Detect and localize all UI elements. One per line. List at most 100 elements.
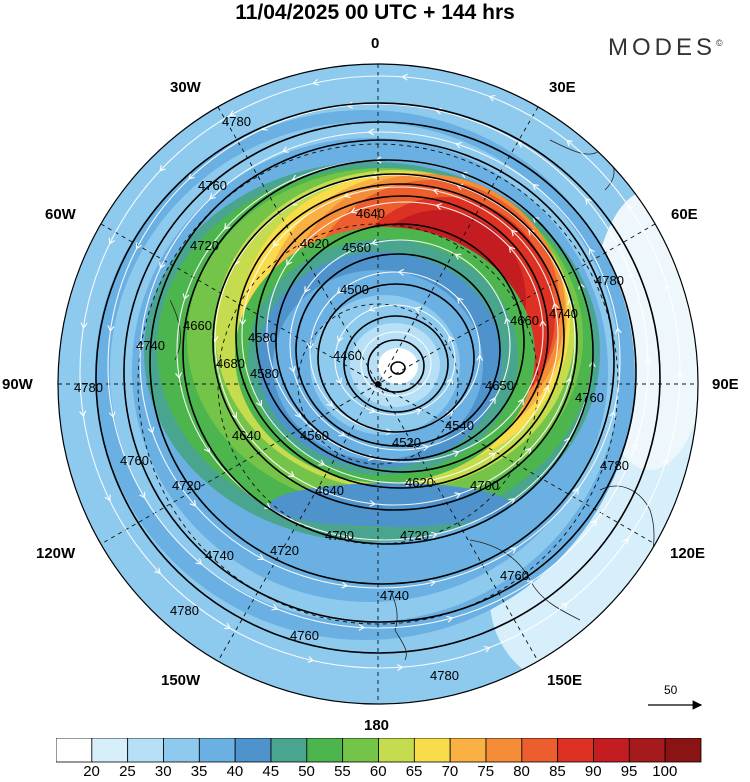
- streamline-arrowhead: [371, 238, 378, 246]
- colorbar-tick-label: 95: [620, 763, 638, 780]
- streamline-arrowhead: [526, 580, 534, 587]
- streamline-arrowhead: [108, 237, 115, 245]
- streamline-arrowhead: [135, 242, 142, 250]
- lon-label-60w: 60W: [45, 206, 76, 223]
- lon-label-90w: 90W: [2, 376, 33, 393]
- colorbar-swatch: [198, 738, 236, 763]
- colorbar-swatch: [593, 738, 630, 763]
- lon-label-150e: 150E: [547, 672, 583, 689]
- streamline-arrowhead: [508, 246, 516, 253]
- streamline-arrowhead: [590, 519, 597, 527]
- contour-label: 4620: [405, 475, 434, 490]
- streamline-arrowhead: [488, 94, 496, 102]
- colorbar-swatch: [342, 738, 379, 763]
- streamline-arrowhead: [307, 656, 315, 663]
- streamline-arrowhead: [286, 259, 293, 266]
- streamline-arrowhead: [350, 207, 358, 214]
- streamline-arrowhead: [159, 262, 166, 269]
- streamline-arrowhead: [532, 183, 540, 191]
- streamline-arrowhead: [452, 450, 460, 457]
- streamline-arrowhead: [271, 604, 279, 611]
- streamline-arrowhead: [525, 447, 532, 455]
- contour-label: 4780: [74, 380, 103, 395]
- streamline-arrowhead: [456, 297, 464, 304]
- colorbar-swatch: [485, 738, 523, 763]
- streamline-arrowhead: [224, 622, 231, 629]
- contour-label: 4640: [232, 428, 261, 443]
- streamline-arrowhead: [367, 128, 375, 136]
- contour-label: 4720: [190, 238, 219, 253]
- brand-name: MODES: [608, 34, 717, 61]
- colorbar-swatch: [378, 738, 415, 763]
- streamline-arrowhead: [368, 305, 376, 312]
- streamline-arrowhead: [108, 411, 116, 419]
- contour-label: 4540: [445, 418, 474, 433]
- streamline-arrowhead: [435, 203, 443, 210]
- streamline-arrowhead: [422, 444, 429, 452]
- streamline-arrowhead: [344, 533, 352, 541]
- streamline-arrowhead: [585, 197, 592, 205]
- streamline-arrowhead: [188, 172, 195, 180]
- streamline-arrowhead: [224, 223, 231, 230]
- streamline-arrowhead: [431, 531, 438, 539]
- contour-label: 4520: [392, 435, 421, 450]
- colorbar-tick-label: 30: [154, 763, 172, 780]
- brand-mark: ©: [716, 38, 723, 48]
- streamline-arrowhead: [203, 446, 210, 453]
- brand-logo: MODES©: [608, 34, 723, 62]
- contour-label: 4580: [248, 330, 277, 345]
- contour-label: 4620: [300, 236, 329, 251]
- colorbar-swatch: [521, 738, 559, 763]
- streamline-arrowhead: [455, 141, 462, 149]
- contour-label-group: 4780 4760 4720 4740 4660 4680 4580 4580 …: [74, 114, 629, 683]
- streamline-arrowhead: [263, 337, 271, 345]
- streamline-arrowhead: [154, 567, 161, 575]
- streamline-arrowhead: [370, 172, 378, 180]
- streamline-arrowhead: [304, 286, 311, 293]
- colorbar-tick-label: 80: [513, 763, 530, 780]
- streamline-arrowhead: [79, 410, 87, 418]
- colorbar-tick-label: 60: [369, 763, 387, 780]
- streamline-arrowhead: [644, 356, 652, 364]
- colorbar-tick-label: 55: [334, 763, 351, 780]
- streamline-arrowhead: [676, 370, 684, 378]
- streamline-arrowhead: [338, 430, 346, 437]
- streamline-arrowhead: [159, 164, 166, 172]
- colorbar-tick-label: 40: [226, 763, 244, 780]
- contour-label: 4640: [356, 206, 385, 221]
- contour-label: 4650: [485, 378, 514, 393]
- streamline-arrowhead: [281, 146, 289, 153]
- streamline-arrowhead: [588, 247, 595, 255]
- colorbar-swatch: [127, 738, 164, 763]
- streamline-arrowhead: [396, 664, 404, 671]
- colorbar-swatch: [56, 738, 93, 763]
- streamline-arrowhead: [483, 646, 491, 653]
- streamline-arrowhead: [336, 335, 344, 343]
- streamline-arrowhead: [104, 494, 111, 502]
- contour-label: 4780: [595, 273, 624, 288]
- streamline-arrowhead: [476, 354, 484, 361]
- colorbar-swatch: [413, 738, 451, 763]
- colorbar-tick-label: 65: [405, 763, 423, 780]
- lon-label-120w: 120W: [36, 545, 76, 562]
- colorbar-swatch: [628, 738, 666, 763]
- contour-label: 4760: [120, 453, 149, 468]
- contour-label: 4640: [315, 483, 344, 498]
- colorbar-tick-label: 20: [83, 763, 100, 780]
- streamline-arrowhead: [318, 459, 326, 466]
- chart-title: 11/04/2025 00 UTC + 144 hrs: [235, 1, 515, 24]
- streamline-arrowhead: [566, 139, 573, 147]
- map-boundary: [57, 63, 699, 705]
- lon-label-0: 0: [371, 35, 380, 52]
- streamline-arrowhead: [288, 471, 295, 478]
- streamline-arrowhead: [539, 319, 547, 327]
- streamline-arrowhead: [189, 499, 197, 507]
- streamline-arrowhead: [509, 547, 517, 554]
- colorbar-tick-label: 35: [190, 763, 208, 780]
- contour-label: 4780: [600, 458, 629, 473]
- streamline-arrowhead: [257, 553, 265, 560]
- streamline-arrowhead: [446, 377, 454, 385]
- streamline-arrowhead: [326, 400, 334, 407]
- streamline-arrowhead: [209, 193, 216, 200]
- contour-label: 4760: [290, 628, 319, 643]
